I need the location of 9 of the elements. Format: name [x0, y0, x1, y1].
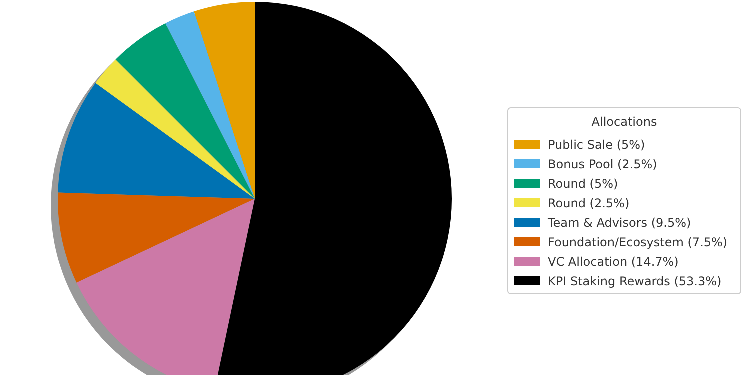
legend-label: Round (2.5%) [548, 196, 630, 210]
legend-label: Bonus Pool (2.5%) [548, 158, 658, 172]
legend-label: Foundation/Ecosystem (7.5%) [548, 236, 728, 250]
legend-label: Team & Advisors (9.5%) [547, 216, 692, 230]
legend-label: VC Allocation (14.7%) [548, 255, 679, 269]
legend-label: Public Sale (5%) [548, 138, 646, 152]
legend-label: KPI Staking Rewards (53.3%) [548, 274, 722, 288]
legend-label: Round (5%) [548, 177, 618, 191]
legend-title: Allocations [592, 115, 658, 129]
